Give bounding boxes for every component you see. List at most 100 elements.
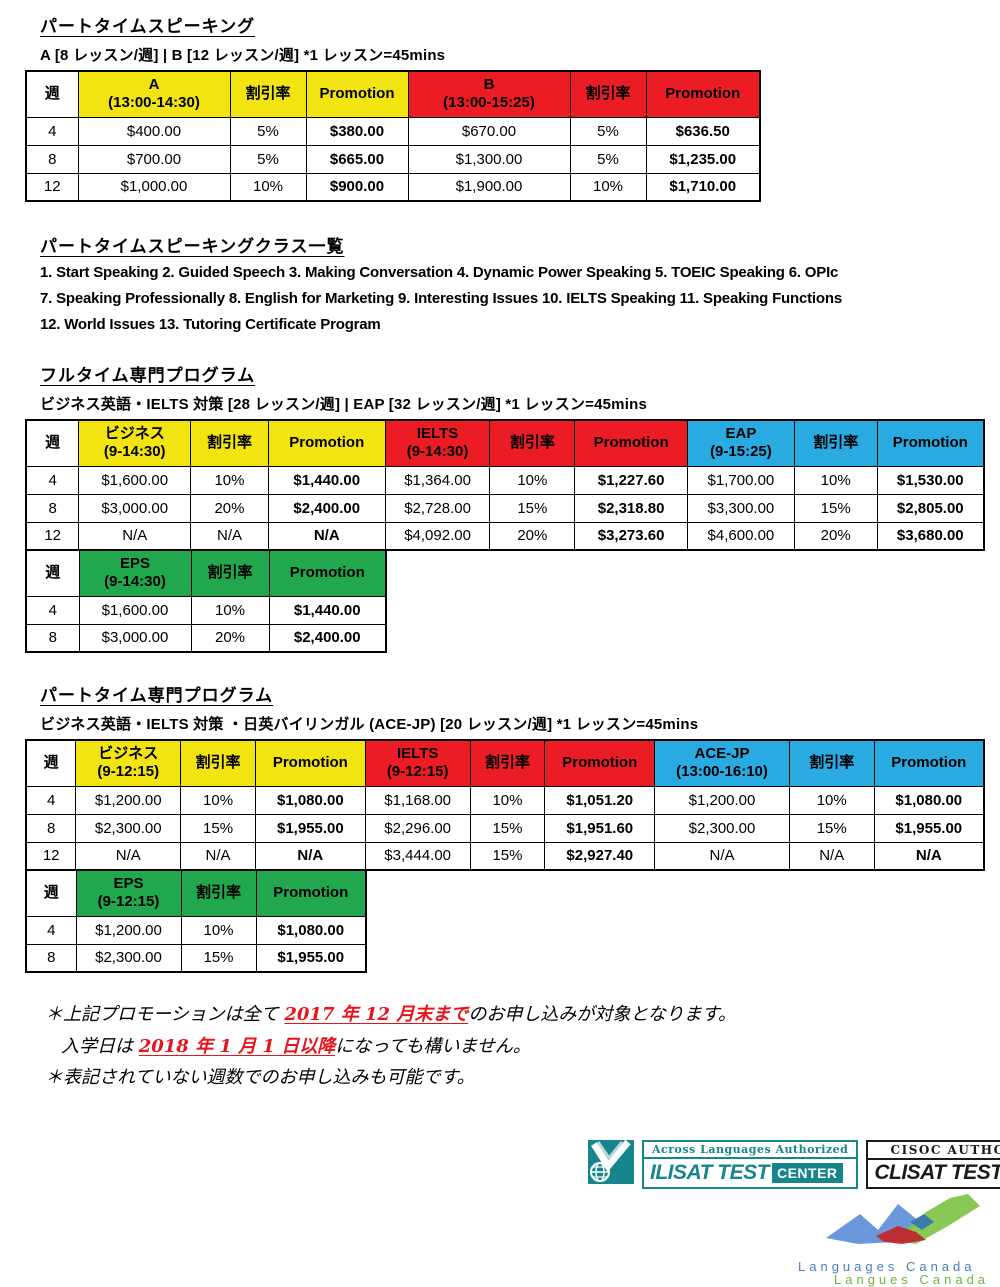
table-cell: $2,400.00	[268, 623, 387, 653]
column-header: Promotion	[254, 739, 366, 787]
table-cell: $1,080.00	[873, 785, 985, 815]
table-row: 4 $1,200.00 10% $1,080.00 $1,168.00 10% $1,051…	[25, 785, 985, 815]
table-cell: $1,900.00	[407, 172, 571, 202]
table-cell: 15%	[793, 493, 878, 523]
table-cell: 20%	[793, 521, 878, 551]
table-row: 8 $700.00 5% $665.00 $1,300.00 5% $1,235.00	[25, 144, 761, 174]
table-cell: $1,000.00	[77, 172, 231, 202]
table-cell: 12	[25, 172, 79, 202]
section-title-part-time-programs: パートタイム専門プログラム	[40, 686, 274, 706]
table-cell: 10%	[489, 465, 576, 495]
part-time-programs-price-table: 週ビジネス (9-12:15) 割引率 Promotion IELTS (9-12:1…	[25, 739, 985, 871]
ilisat-center-chip: CENTER	[771, 1162, 843, 1183]
column-header: 割引率	[190, 549, 270, 597]
table-cell: 10%	[788, 785, 875, 815]
table-cell: N/A	[254, 841, 366, 871]
clisat-wordmark: CLISAT TEST	[874, 1161, 1000, 1184]
column-header: Promotion	[544, 739, 656, 787]
table-cell: 8	[25, 623, 80, 653]
clisat-main-row: CLISAT TEST CENTER	[868, 1160, 1000, 1187]
table-cell: $670.00	[407, 116, 571, 146]
table-cell: $1,364.00	[384, 465, 491, 495]
table-cell: 10%	[190, 465, 269, 495]
table-row: 4 $1,600.00 10% $1,440.00	[25, 595, 387, 625]
page-content: パートタイムスピーキング A [8 レッスン/週] | B [12 レッスン/週…	[25, 17, 985, 1088]
full-time-price-table: 週ビジネス (9-14:30) 割引率 Promotion IELTS (9-14:3…	[25, 419, 985, 551]
table-cell: $2,296.00	[364, 813, 471, 843]
table-cell: $4,092.00	[384, 521, 491, 551]
table-cell: $1,955.00	[254, 813, 366, 843]
ilisat-main-row: ILISAT TEST CENTER	[644, 1159, 856, 1187]
footnote-line-2: 入学日は 2018 年 1 月 1 日以降になっても構いません。	[61, 1031, 985, 1063]
column-header: 週	[25, 70, 79, 118]
table-cell: 10%	[180, 785, 256, 815]
table-cell: 4	[25, 465, 80, 495]
table-row: 12 N/A N/A N/A $4,092.00 20% $3,273.60 $4,600.0…	[25, 521, 985, 551]
footnote-2-suffix: になっても構いません。	[335, 1035, 531, 1057]
table-cell: 5%	[229, 144, 307, 174]
table-cell: 8	[25, 493, 80, 523]
table-cell: $700.00	[77, 144, 231, 174]
table-cell: N/A	[873, 841, 985, 871]
column-header: Promotion	[268, 549, 387, 597]
column-header: B (13:00-15:25)	[407, 70, 571, 118]
table-cell: $1,600.00	[78, 465, 192, 495]
column-header: EPS (9-12:15)	[75, 869, 182, 917]
languages-canada-label-fr: Langues Canada	[834, 1272, 990, 1287]
section-subtitle-full-time: ビジネス英語・IELTS 対策 [28 レッスン/週] | EAP [32 レッ…	[40, 396, 647, 413]
column-header: Promotion	[255, 869, 367, 917]
table-cell: $1,710.00	[645, 172, 761, 202]
column-header: 割引率	[469, 739, 546, 787]
table-cell: 4	[25, 116, 79, 146]
table-cell: $1,200.00	[75, 785, 182, 815]
table-cell: $1,440.00	[267, 465, 386, 495]
column-header: 割引率	[569, 70, 647, 118]
column-header: Promotion	[873, 739, 985, 787]
price-list-document: { "colors": { "yellow": "#f1e410", "red"…	[25, 17, 1000, 1287]
table-cell: $3,273.60	[574, 521, 689, 551]
test-center-badges: Across Languages Authorized ILISAT TEST …	[588, 1139, 1000, 1189]
table-cell: 15%	[469, 841, 546, 871]
section-subtitle-part-time-speaking: A [8 レッスン/週] | B [12 レッスン/週] *1 レッスン=45m…	[40, 47, 446, 64]
clisat-test-center-badge: CISOC AUTHORIZED CLISAT TEST CENTER	[866, 1140, 1000, 1189]
table-cell: 20%	[190, 493, 269, 523]
table-cell: 15%	[788, 813, 875, 843]
table-header-row: 週ビジネス (9-14:30) 割引率 Promotion IELTS (9-14:3…	[25, 419, 985, 467]
section-title-part-time-speaking: パートタイムスピーキング	[40, 17, 256, 37]
column-header: 割引率	[788, 739, 875, 787]
table-cell: 20%	[190, 623, 270, 653]
column-header: 割引率	[180, 869, 257, 917]
column-header: 割引率	[180, 739, 256, 787]
section-subtitle-part-time-programs: ビジネス英語・IELTS 対策 ・日英バイリンガル (ACE-JP) [20 レ…	[40, 716, 699, 733]
section-title-class-list: パートタイムスピーキングクラス一覧	[40, 237, 345, 257]
table-cell: 20%	[489, 521, 576, 551]
table-row: 12 $1,000.00 10% $900.00 $1,900.00 10% $1,710.…	[25, 172, 761, 202]
table-cell: 15%	[489, 493, 576, 523]
column-header: 週	[25, 419, 80, 467]
table-cell: $1,051.20	[544, 785, 656, 815]
class-list-line-3: 12. World Issues 13. Tutoring Certificat…	[40, 316, 381, 333]
table-cell: $1,200.00	[75, 915, 182, 945]
ilisat-wordmark: ILISAT TEST	[650, 1160, 769, 1184]
table-cell: $4,600.00	[687, 521, 795, 551]
table-cell: $1,080.00	[254, 785, 366, 815]
table-row: 12 N/A N/A N/A $3,444.00 15% $2,927.40 N/A N/A N/…	[25, 841, 985, 871]
languages-canada-logo: Languages Canada Langues Canada	[798, 1192, 988, 1287]
table-row: 4 $1,600.00 10% $1,440.00 $1,364.00 10% $1,227…	[25, 465, 985, 495]
footnote-1-suffix: のお申し込みが対象となります。	[468, 1004, 736, 1025]
table-cell: 12	[25, 521, 80, 551]
table-row: 8 $3,000.00 20% $2,400.00 $2,728.00 15% $2,318…	[25, 493, 985, 523]
table-cell: $1,080.00	[255, 915, 367, 945]
table-cell: $2,300.00	[654, 813, 790, 843]
table-cell: 8	[25, 144, 79, 174]
ilisat-test-center-badge: Across Languages Authorized ILISAT TEST …	[642, 1140, 859, 1189]
table-cell: 10%	[569, 172, 647, 202]
table-cell: N/A	[180, 841, 256, 871]
table-cell: $1,955.00	[255, 943, 367, 973]
table-cell: N/A	[788, 841, 875, 871]
table-cell: $1,700.00	[687, 465, 795, 495]
table-cell: $3,000.00	[78, 493, 192, 523]
table-cell: 4	[25, 785, 77, 815]
table-cell: $1,951.60	[544, 813, 656, 843]
